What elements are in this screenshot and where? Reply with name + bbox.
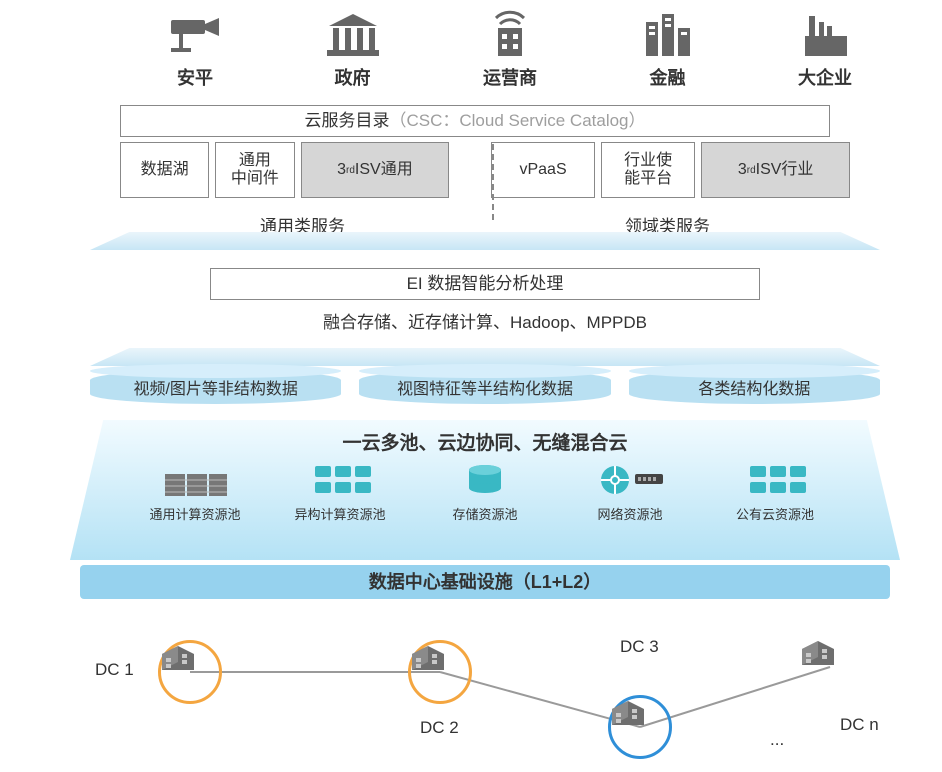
pool-label: 通用计算资源池: [149, 504, 240, 523]
cylinder-label: 各类结构化数据: [698, 375, 810, 399]
storage-icon: [450, 460, 520, 500]
pool-label: 网络资源池: [597, 504, 662, 523]
telecom-icon: [480, 10, 540, 58]
chips-icon: [305, 460, 375, 500]
govt-icon: [323, 10, 383, 58]
dc-node-dc1: [158, 640, 222, 704]
pool-title: 一云多池、云边协同、无缝混合云: [70, 428, 900, 455]
cylinder-row: 视频/图片等非结构数据 视图特征等半结构化数据 各类结构化数据: [90, 370, 880, 404]
pool-item-2: 存储资源池: [420, 460, 550, 523]
cylinder-label: 视图特征等半结构化数据: [397, 375, 573, 399]
service-box-5: 3rd ISV行业: [701, 142, 850, 198]
ei-subtitle: 融合存储、近存储计算、Hadoop、MPPDB: [120, 308, 850, 333]
service-box-2: 3rd ISV通用: [301, 142, 450, 198]
dc-circle: [158, 640, 222, 704]
industry-enterprise: 大企业: [770, 10, 880, 90]
network-icon: [595, 460, 665, 500]
dc-circle: [408, 640, 472, 704]
pool-label: 存储资源池: [452, 504, 517, 523]
wedge-platform-1: [90, 232, 880, 250]
dc-network: DC 1 DC 2 DC 3 DC n ...: [80, 610, 890, 760]
industry-label: 大企业: [798, 64, 852, 90]
cylinder-structured: 各类结构化数据: [629, 370, 880, 404]
csc-gray: （CSC：Cloud Service Catalog）: [389, 111, 645, 130]
industries-row: 安平 政府 运营商 金融 大企业: [140, 10, 880, 90]
industry-telecom: 运营商: [455, 10, 565, 90]
dc-node-dcn: [798, 635, 862, 699]
dc-node-dc2: [408, 640, 472, 704]
finance-icon: [638, 10, 698, 58]
dc-label-dc3: DC 3: [620, 637, 659, 657]
pool-label: 异构计算资源池: [294, 504, 385, 523]
ei-box: EI 数据智能分析处理: [210, 268, 760, 300]
pool-item-0: 通用计算资源池: [130, 460, 260, 523]
csc-title-box: 云服务目录（CSC：Cloud Service Catalog）: [120, 105, 830, 137]
dc-ellipsis: ...: [770, 730, 784, 750]
pool-item-1: 异构计算资源池: [275, 460, 405, 523]
pool-label: 公有云资源池: [736, 504, 814, 523]
cylinder-semistructured: 视图特征等半结构化数据: [359, 370, 610, 404]
pool-item-4: 公有云资源池: [710, 460, 840, 523]
industry-finance: 金融: [613, 10, 723, 90]
dc-circle: [608, 695, 672, 759]
service-box-1: 通用中间件: [215, 142, 294, 198]
pool-row: 通用计算资源池 异构计算资源池 存储资源池 网络资源池 公有云资源池: [130, 460, 840, 523]
industry-label: 运营商: [483, 64, 537, 90]
industry-label: 金融: [650, 64, 686, 90]
dc-node-dc3: [608, 695, 672, 759]
camera-icon: [165, 10, 225, 58]
chips-icon: [740, 460, 810, 500]
csc-prefix: 云服务目录: [304, 111, 389, 130]
industry-label: 安平: [177, 64, 213, 90]
dc-label-dc1: DC 1: [95, 660, 134, 680]
industry-label: 政府: [335, 64, 371, 90]
dc-label-dcn: DC n: [840, 715, 879, 735]
cylinder-label: 视频/图片等非结构数据: [133, 375, 297, 399]
service-box-4: 行业使能平台: [601, 142, 695, 198]
dc-infrastructure-bar: 数据中心基础设施（L1+L2）: [80, 565, 890, 599]
dc-label-dc2: DC 2: [420, 718, 459, 738]
enterprise-icon: [795, 10, 855, 58]
cylinder-unstructured: 视频/图片等非结构数据: [90, 370, 341, 404]
service-row: 数据湖通用中间件3rd ISV通用 vPaaS行业使能平台3rd ISV行业: [120, 142, 850, 198]
industry-anping: 安平: [140, 10, 250, 90]
industry-govt: 政府: [298, 10, 408, 90]
servers-icon: [160, 460, 230, 500]
service-box-3: vPaaS: [491, 142, 595, 198]
dc-circle: [798, 635, 862, 699]
service-box-0: 数据湖: [120, 142, 209, 198]
pool-item-3: 网络资源池: [565, 460, 695, 523]
